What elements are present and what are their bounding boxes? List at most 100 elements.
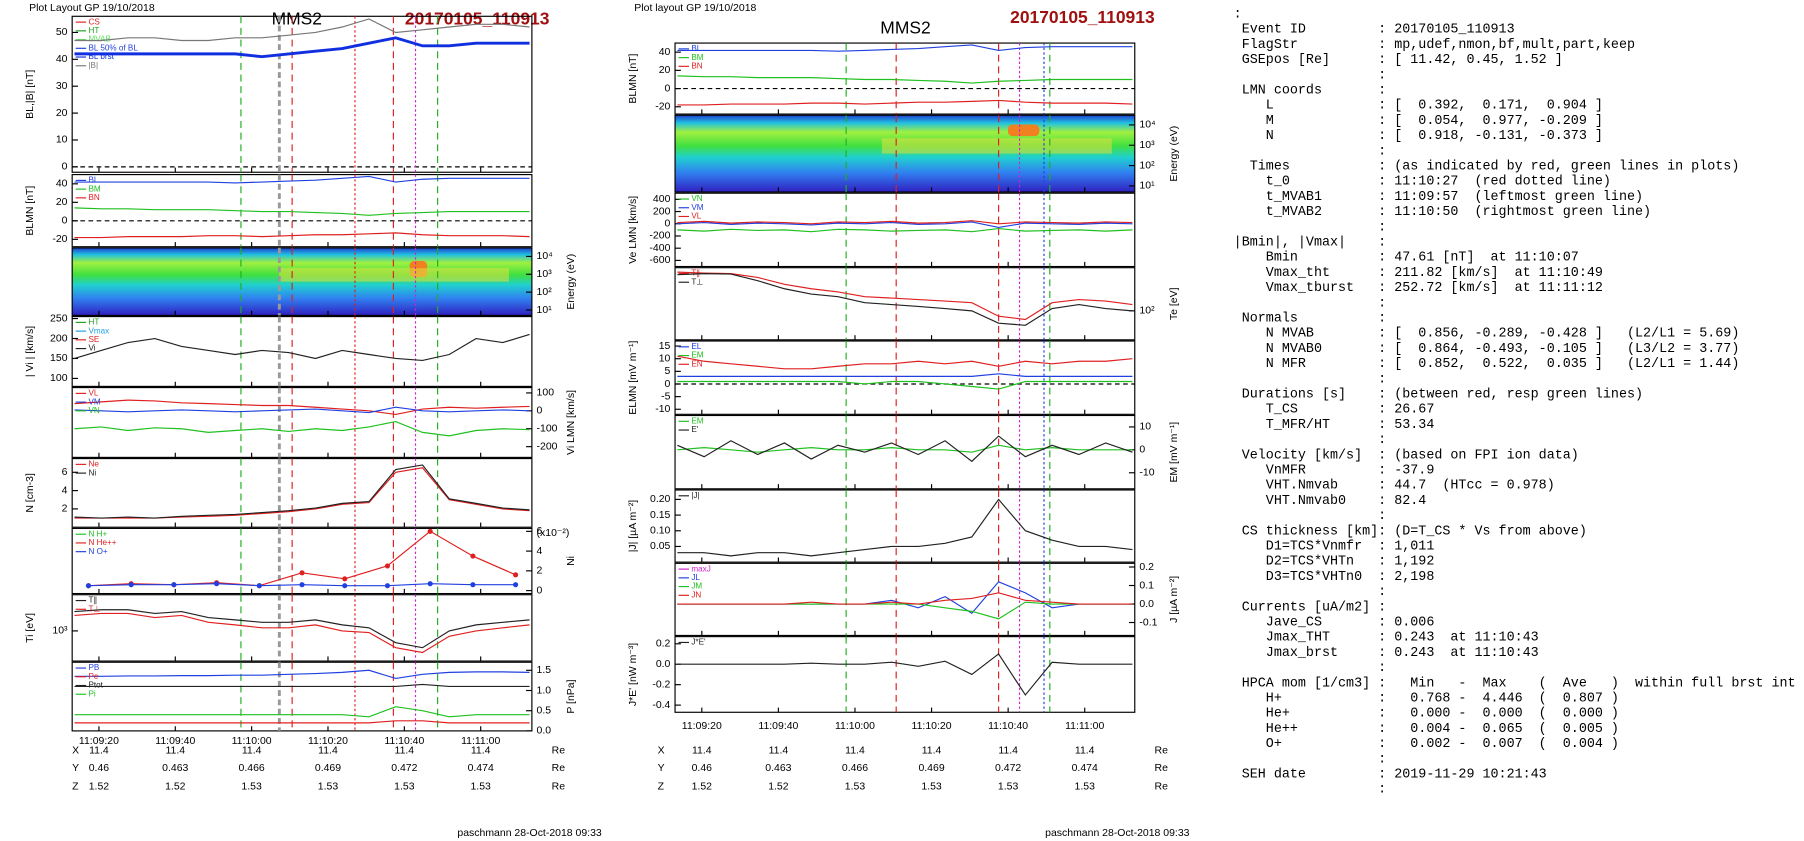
- series-marker: [299, 570, 305, 576]
- y-tick-label: 10²: [1139, 306, 1155, 317]
- info-line: |Bmin|, |Vmax| :: [1234, 235, 1387, 250]
- y-tick-label: -10: [1139, 468, 1154, 479]
- legend-entry: |J|: [691, 491, 699, 500]
- ephemeris-unit: Re: [1155, 763, 1169, 774]
- legend-entry: BL: [691, 44, 701, 53]
- y-axis-label: J*E' [nW m⁻³]: [628, 643, 639, 706]
- legend-entry: Ni: [88, 468, 96, 477]
- ephemeris-value: 1.52: [768, 782, 789, 793]
- panel-frame: [674, 414, 1136, 490]
- y-tick-label: 10³: [52, 626, 68, 637]
- legend-entry: BL brst: [88, 52, 114, 61]
- y-tick-label: 20: [659, 65, 671, 76]
- y-tick-label: 0: [665, 219, 671, 230]
- series-line: [88, 530, 516, 587]
- series-line: [74, 207, 530, 216]
- legend-entry: Vi: [88, 344, 95, 353]
- ephemeris-value: 1.53: [394, 782, 415, 793]
- x-tick-label: 11:09:40: [758, 721, 798, 732]
- event-id: 20170105_110913: [1010, 7, 1155, 27]
- legend-entry: VL: [88, 389, 98, 398]
- series-line: [677, 221, 1133, 229]
- legend-entry: BN: [691, 61, 702, 70]
- y-tick-label: 40: [56, 54, 68, 65]
- plot-footer: paschmann 28-Oct-2018 09:33: [457, 828, 602, 839]
- y-tick-label: 10¹: [1139, 181, 1155, 192]
- y-tick-label: 0: [62, 162, 68, 173]
- y-tick-label: 100: [537, 388, 555, 399]
- series-marker: [128, 582, 134, 588]
- series-line: [677, 435, 1133, 463]
- y-axis-label: Ni: [566, 556, 577, 566]
- info-line: :: [1234, 661, 1387, 676]
- y-tick-label: 10²: [1139, 160, 1155, 171]
- y-tick-label: -200: [649, 231, 670, 242]
- x-tick-label: 11:11:00: [461, 736, 500, 747]
- x-tick-label: 11:09:20: [79, 736, 119, 747]
- series-line: [677, 44, 1133, 52]
- info-line: He+ : 0.000 - 0.000 ( 0.000 ): [1234, 707, 1619, 722]
- ephemeris-value: 11.4: [769, 745, 789, 756]
- y-tick-label: 10: [1139, 422, 1151, 433]
- panel-frame: [674, 340, 1136, 415]
- legend-entry: T⊥: [88, 604, 100, 613]
- legend-entry: BL 50% of BL: [88, 43, 138, 52]
- info-line: T_MFR/HT : 53.34: [1234, 418, 1435, 433]
- series-marker: [384, 583, 391, 589]
- y-tick-label: -5: [661, 391, 670, 402]
- series-marker: [85, 583, 92, 589]
- legend-entry: CS: [88, 17, 100, 26]
- series-marker: [299, 582, 305, 588]
- legend-entry: N H+: [88, 529, 107, 538]
- y-axis-label: EM [mV m⁻¹]: [1169, 422, 1180, 483]
- info-line: He++ : 0.004 - 0.065 ( 0.005 ): [1234, 722, 1619, 737]
- info-line: H+ : 0.768 - 4.446 ( 0.807 ): [1234, 691, 1619, 706]
- info-line: VHT.Nmvab0 : 82.4: [1234, 494, 1427, 509]
- y-tick-label: 0.0: [537, 726, 552, 737]
- series-line: [677, 75, 1133, 84]
- legend-entry: |B|: [88, 61, 98, 70]
- series-line: [74, 399, 530, 416]
- panel-frame: [674, 636, 1136, 713]
- x-tick-label: 11:10:40: [988, 721, 1028, 732]
- ephemeris-value: 1.53: [241, 782, 262, 793]
- legend-entry: EM: [691, 351, 703, 360]
- y-tick-label: 150: [50, 353, 68, 364]
- legend-entry: JL: [691, 573, 700, 582]
- y-tick-label: 0.15: [650, 510, 671, 521]
- y-tick-label: 0: [537, 585, 543, 596]
- ephemeris-value: 11.4: [318, 745, 338, 756]
- series-line: [74, 706, 530, 718]
- y-tick-label: 0.2: [1139, 562, 1154, 573]
- info-line: O+ : 0.002 - 0.007 ( 0.004 ): [1234, 737, 1619, 752]
- y-tick-label: 30: [56, 81, 68, 92]
- y-tick-label: 2: [537, 566, 543, 577]
- info-line: Normals :: [1234, 311, 1387, 326]
- legend-entry: MVAB: [88, 35, 110, 44]
- panel-frame: [674, 192, 1136, 268]
- spectrogram-hot: [1007, 124, 1040, 137]
- ephemeris-value: 1.53: [921, 782, 942, 793]
- y-tick-label: 0.05: [650, 541, 671, 552]
- legend-entry: EM: [691, 416, 703, 425]
- legend-entry: EL: [691, 342, 701, 351]
- series-marker: [342, 583, 348, 589]
- y-axis-label: Ti [eV]: [25, 613, 36, 643]
- legend-entry: HT: [88, 318, 99, 327]
- legend-entry: VM: [88, 397, 100, 406]
- y-tick-label: 6: [537, 526, 543, 537]
- series-marker: [342, 576, 348, 582]
- info-line: M : [ 0.054, 0.977, -0.209 ]: [1234, 114, 1603, 129]
- series-marker: [470, 553, 476, 559]
- ephemeris-value: 0.472: [391, 763, 417, 774]
- y-tick-label: 0.2: [656, 639, 671, 650]
- ephemeris-value: 0.466: [842, 763, 868, 774]
- series-line: [74, 669, 530, 680]
- panel-frame: [71, 173, 533, 248]
- ephemeris-unit: Re: [552, 745, 566, 756]
- panel-frame: [71, 457, 533, 528]
- ephemeris-value: 0.466: [239, 763, 265, 774]
- legend-entry: EN: [691, 359, 702, 368]
- info-line: FlagStr : mp,udef,nmon,bf,mult,part,keep: [1234, 38, 1635, 53]
